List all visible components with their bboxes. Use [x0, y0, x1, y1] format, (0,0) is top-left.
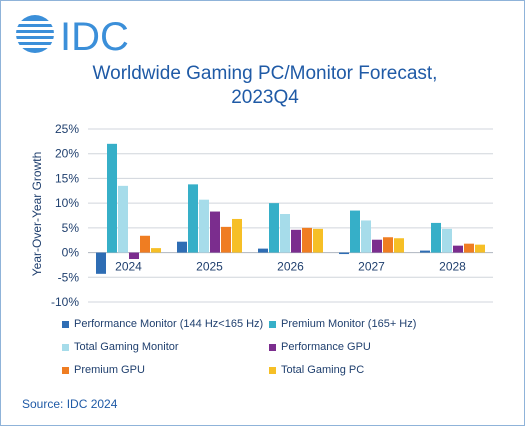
x-tick-label: 2024	[115, 260, 142, 274]
bar	[258, 248, 268, 253]
bar	[280, 214, 290, 253]
bar	[302, 227, 312, 253]
bar	[232, 218, 242, 253]
bar	[475, 244, 485, 253]
legend-item: Total Gaming Monitor	[62, 341, 179, 353]
legend-label: Premium Monitor (165+ Hz)	[281, 318, 417, 330]
bar	[464, 243, 474, 253]
legend-label: Total Gaming Monitor	[74, 341, 179, 353]
bar	[383, 237, 393, 253]
legend-swatch	[269, 320, 276, 328]
legend-swatch	[62, 343, 69, 351]
bar	[118, 185, 128, 253]
legend-swatch	[269, 343, 276, 351]
source-note: Source: IDC 2024	[22, 397, 118, 411]
y-tick-label: 10%	[55, 196, 79, 210]
x-tick-label: 2027	[358, 260, 385, 274]
logo-text: IDC	[60, 15, 129, 56]
bar	[269, 203, 279, 253]
bar	[177, 241, 187, 253]
bar	[394, 238, 404, 253]
y-axis-label: Year-Over-Year Growth	[30, 152, 44, 277]
legend-item: Premium Monitor (165+ Hz)	[269, 318, 416, 330]
y-tick-label: -5%	[58, 270, 80, 284]
x-tick-label: 2028	[439, 260, 466, 274]
bar	[313, 228, 323, 253]
bar	[372, 239, 382, 253]
legend-swatch	[62, 320, 69, 328]
legend-label: Premium GPU	[74, 364, 145, 376]
y-tick-label: 25%	[55, 122, 79, 136]
bar	[107, 143, 117, 253]
chart-title: Worldwide Gaming PC/Monitor Forecast, 20…	[40, 62, 490, 110]
legend-label: Total Gaming PC	[281, 364, 365, 376]
bar	[96, 252, 106, 274]
legend-swatch	[269, 366, 276, 374]
bar	[221, 226, 231, 253]
grid-layer	[88, 128, 493, 303]
label-layer: -10% -5% 0% 5% 10% 15% 20% 25% 2024 2025 2026 2027 2…	[51, 122, 466, 309]
y-tick-label: 20%	[55, 147, 79, 161]
bar	[151, 248, 161, 253]
bar	[420, 250, 430, 253]
y-tick-label: 15%	[55, 171, 79, 185]
bar	[199, 199, 209, 253]
bar	[140, 235, 150, 253]
bar	[453, 245, 463, 253]
bar	[291, 229, 301, 253]
bar	[188, 184, 198, 253]
legend-label: Performance Monitor (144 Hz<165 Hz)	[74, 318, 264, 330]
legend-item: Total Gaming PC	[269, 364, 364, 376]
y-tick-label: 5%	[62, 221, 80, 235]
legend-label: Performance GPU	[281, 341, 371, 353]
y-tick-label: -10%	[51, 295, 79, 309]
globe-icon	[14, 15, 56, 53]
legend-item: Performance GPU	[269, 341, 371, 353]
legend-swatch	[62, 366, 69, 374]
bar	[129, 252, 139, 259]
bar	[361, 220, 371, 253]
x-tick-label: 2026	[277, 260, 304, 274]
chart-title-line-2: 2023Q4	[231, 87, 299, 108]
x-tick-label: 2025	[196, 260, 223, 274]
bar	[350, 210, 360, 253]
bar-layer	[96, 143, 485, 274]
bar	[339, 252, 349, 255]
bar	[210, 211, 220, 253]
legend-item: Premium GPU	[62, 364, 145, 376]
idc-logo: IDC	[14, 15, 129, 56]
bar	[442, 228, 452, 253]
bar	[431, 222, 441, 253]
y-tick-label: 0%	[62, 246, 80, 260]
chart-title-line-1: Worldwide Gaming PC/Monitor Forecast,	[92, 63, 438, 84]
legend-item: Performance Monitor (144 Hz<165 Hz)	[62, 318, 263, 330]
